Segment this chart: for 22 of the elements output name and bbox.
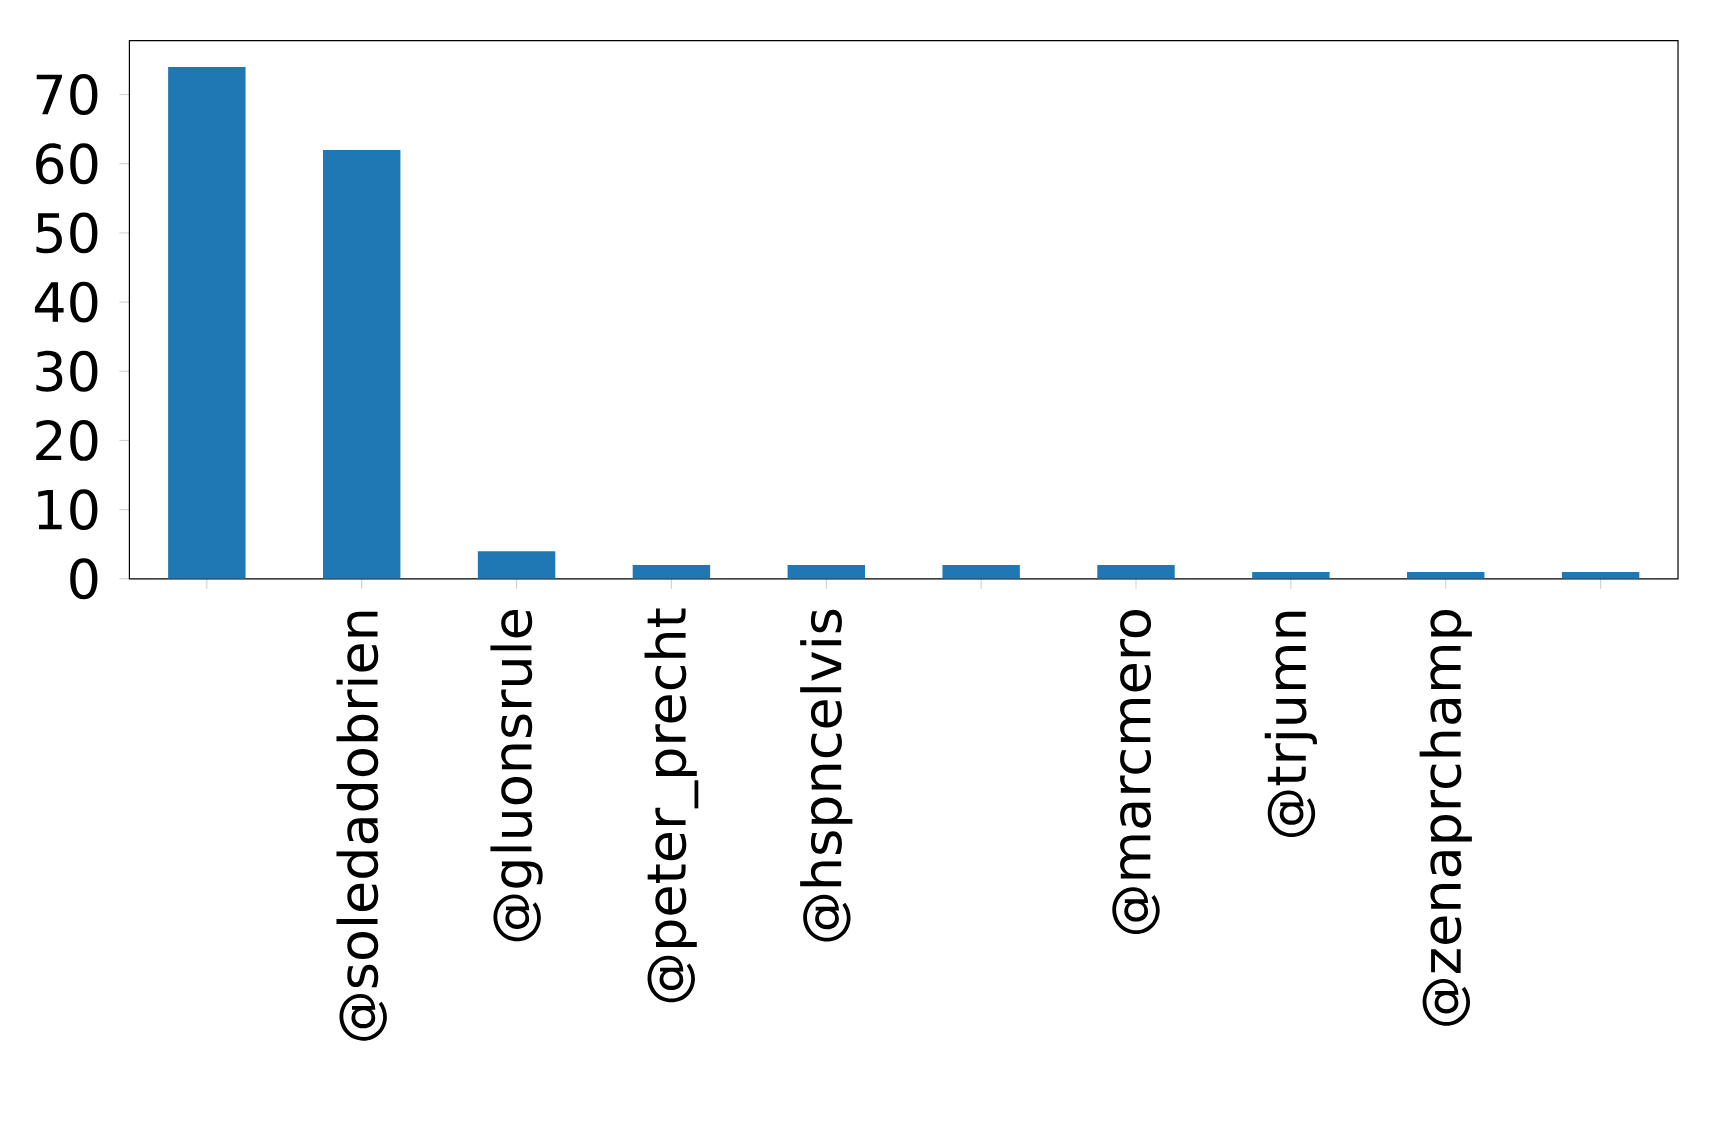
y-tick-label: 40 xyxy=(34,281,98,323)
x-tick-label: @peter_precht xyxy=(644,608,699,1003)
bar xyxy=(168,66,246,579)
bar xyxy=(1097,564,1175,579)
bar xyxy=(322,149,401,579)
bar xyxy=(787,564,865,579)
bar xyxy=(477,551,556,579)
y-tick-label: 60 xyxy=(36,143,98,185)
bar xyxy=(632,564,711,579)
y-tick-label: 30 xyxy=(36,350,98,392)
bar xyxy=(942,564,1020,579)
x-tick-label: @marcmero xyxy=(1112,610,1160,934)
x-tick-label: @soledadobrien xyxy=(336,611,387,1041)
y-tick-label: 20 xyxy=(36,420,98,461)
x-tick-label: @zenaprchamp xyxy=(1419,610,1472,1026)
x-tick-label: @gluonsrule xyxy=(490,610,543,942)
y-tick-label: 10 xyxy=(38,489,98,531)
x-tick-label: @trjumn xyxy=(1264,611,1317,838)
y-tick-label: 70 xyxy=(36,74,98,115)
x-tick-label: @hspncelvis xyxy=(800,609,853,942)
y-tick-label: 50 xyxy=(36,212,98,254)
y-tick-label: 0 xyxy=(70,558,98,600)
